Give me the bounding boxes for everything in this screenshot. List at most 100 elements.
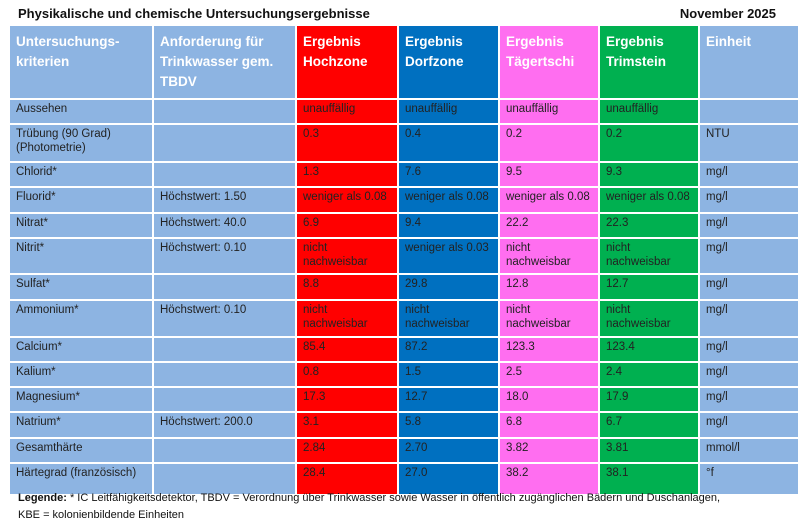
- table-row: Gesamthärte 2.84 2.70 3.82 3.81 mmol/l: [10, 439, 798, 462]
- cell-dorfzone: 12.7: [399, 388, 498, 411]
- cell-hochzone: 6.9: [297, 214, 397, 237]
- results-table: Untersuchungs-kriterien Anforderung für T…: [8, 24, 800, 496]
- cell-trimstein: nicht nachweisbar: [600, 301, 698, 336]
- table-row: Ammonium* Höchstwert: 0.10 nicht nachweisb…: [10, 301, 798, 336]
- cell-hochzone: nicht nachweisbar: [297, 301, 397, 336]
- cell-trimstein: nicht nachweisbar: [600, 239, 698, 273]
- table-row: Trübung (90 Grad) (Photometrie) 0.3 0.4 0.2…: [10, 125, 798, 161]
- cell-criterion: Nitrat*: [10, 214, 152, 237]
- cell-unit: [700, 100, 798, 123]
- cell-hochzone: 2.84: [297, 439, 397, 462]
- cell-unit: NTU: [700, 125, 798, 161]
- cell-hochzone: 0.3: [297, 125, 397, 161]
- cell-trimstein: 38.1: [600, 464, 698, 494]
- cell-dorfzone: unauffällig: [399, 100, 498, 123]
- cell-unit: mmol/l: [700, 439, 798, 462]
- cell-requirement: [154, 464, 295, 494]
- page-title: Physikalische und chemische Untersuchung…: [18, 6, 370, 21]
- cell-hochzone: unauffällig: [297, 100, 397, 123]
- cell-unit: mg/l: [700, 214, 798, 237]
- cell-dorfzone: 2.70: [399, 439, 498, 462]
- cell-taegertschi: 0.2: [500, 125, 598, 161]
- cell-hochzone: 3.1: [297, 413, 397, 437]
- cell-dorfzone: nicht nachweisbar: [399, 301, 498, 336]
- cell-dorfzone: 5.8: [399, 413, 498, 437]
- table-row: Sulfat* 8.8 29.8 12.8 12.7 mg/l: [10, 275, 798, 299]
- cell-taegertschi: 22.2: [500, 214, 598, 237]
- header-requirement: Anforderung für Trinkwasser gem. TBDV: [154, 26, 295, 98]
- cell-requirement: Höchstwert: 0.10: [154, 301, 295, 336]
- cell-criterion: Fluorid*: [10, 188, 152, 212]
- legend-text-2: KBE = kolonienbildende Einheiten: [18, 509, 185, 521]
- cell-requirement: Höchstwert: 40.0: [154, 214, 295, 237]
- header-hochzone: Ergebnis Hochzone: [297, 26, 397, 98]
- cell-requirement: [154, 275, 295, 299]
- cell-criterion: Kalium*: [10, 363, 152, 386]
- cell-hochzone: 0.8: [297, 363, 397, 386]
- cell-criterion: Härtegrad (französisch): [10, 464, 152, 494]
- cell-taegertschi: 18.0: [500, 388, 598, 411]
- cell-criterion: Ammonium*: [10, 301, 152, 336]
- header-criterion: Untersuchungs-kriterien: [10, 26, 152, 98]
- cell-trimstein: 0.2: [600, 125, 698, 161]
- table-row: Nitrat* Höchstwert: 40.0 6.9 9.4 22.2 22.3 mg/…: [10, 214, 798, 237]
- cell-criterion: Calcium*: [10, 338, 152, 361]
- cell-criterion: Sulfat*: [10, 275, 152, 299]
- cell-hochzone: 17.3: [297, 388, 397, 411]
- cell-taegertschi: nicht nachweisbar: [500, 301, 598, 336]
- cell-dorfzone: weniger als 0.08: [399, 188, 498, 212]
- table-row: Aussehen unauffällig unauffällig unauffälli…: [10, 100, 798, 123]
- cell-taegertschi: 2.5: [500, 363, 598, 386]
- cell-hochzone: 8.8: [297, 275, 397, 299]
- cell-criterion: Magnesium*: [10, 388, 152, 411]
- cell-criterion: Aussehen: [10, 100, 152, 123]
- cell-taegertschi: 3.82: [500, 439, 598, 462]
- cell-trimstein: 123.4: [600, 338, 698, 361]
- table-row: Magnesium* 17.3 12.7 18.0 17.9 mg/l: [10, 388, 798, 411]
- cell-criterion: Gesamthärte: [10, 439, 152, 462]
- cell-taegertschi: 12.8: [500, 275, 598, 299]
- cell-unit: mg/l: [700, 413, 798, 437]
- cell-requirement: Höchstwert: 0.10: [154, 239, 295, 273]
- cell-trimstein: 17.9: [600, 388, 698, 411]
- cell-trimstein: 9.3: [600, 163, 698, 186]
- cell-taegertschi: nicht nachweisbar: [500, 239, 598, 273]
- table-row: Natrium* Höchstwert: 200.0 3.1 5.8 6.8 6.7 mg/…: [10, 413, 798, 437]
- legend-text: * IC Leitfähigkeitsdetektor, TBDV = Vero…: [66, 492, 721, 504]
- legend-label: Legende:: [18, 492, 67, 504]
- cell-requirement: Höchstwert: 1.50: [154, 188, 295, 212]
- cell-requirement: [154, 125, 295, 161]
- cell-criterion: Chlorid*: [10, 163, 152, 186]
- cell-taegertschi: 123.3: [500, 338, 598, 361]
- cell-trimstein: 12.7: [600, 275, 698, 299]
- cell-trimstein: 6.7: [600, 413, 698, 437]
- cell-trimstein: unauffällig: [600, 100, 698, 123]
- cell-taegertschi: unauffällig: [500, 100, 598, 123]
- cell-requirement: [154, 100, 295, 123]
- cell-requirement: [154, 363, 295, 386]
- cell-criterion: Nitrit*: [10, 239, 152, 273]
- cell-dorfzone: 87.2: [399, 338, 498, 361]
- cell-unit: mg/l: [700, 275, 798, 299]
- cell-requirement: [154, 163, 295, 186]
- header-dorfzone: Ergebnis Dorfzone: [399, 26, 498, 98]
- cell-dorfzone: 9.4: [399, 214, 498, 237]
- report-date: November 2025: [679, 6, 776, 21]
- cell-dorfzone: weniger als 0.03: [399, 239, 498, 273]
- header-taegertschi: Ergebnis Tägertschi: [500, 26, 598, 98]
- cell-unit: mg/l: [700, 363, 798, 386]
- table-row: Nitrit* Höchstwert: 0.10 nicht nachweisbar…: [10, 239, 798, 273]
- header-unit: Einheit: [700, 26, 798, 98]
- table-row: Kalium* 0.8 1.5 2.5 2.4 mg/l: [10, 363, 798, 386]
- cell-criterion: Natrium*: [10, 413, 152, 437]
- cell-taegertschi: 38.2: [500, 464, 598, 494]
- cell-requirement: [154, 388, 295, 411]
- header-trimstein: Ergebnis Trimstein: [600, 26, 698, 98]
- cell-unit: mg/l: [700, 301, 798, 336]
- cell-criterion: Trübung (90 Grad) (Photometrie): [10, 125, 152, 161]
- table-row: Fluorid* Höchstwert: 1.50 weniger als 0.08…: [10, 188, 798, 212]
- cell-unit: mg/l: [700, 388, 798, 411]
- cell-hochzone: weniger als 0.08: [297, 188, 397, 212]
- cell-requirement: [154, 439, 295, 462]
- cell-hochzone: 28.4: [297, 464, 397, 494]
